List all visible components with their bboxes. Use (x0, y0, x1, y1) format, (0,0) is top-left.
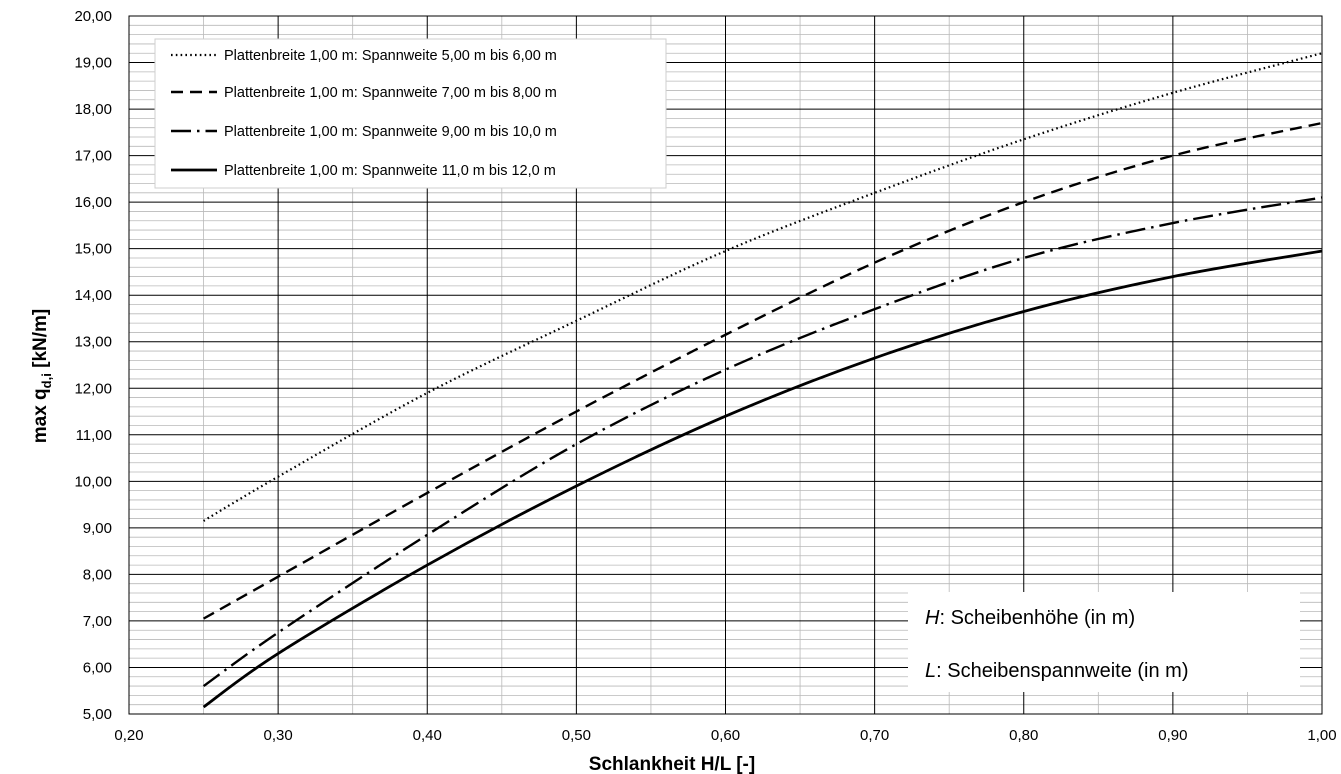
plot-frame (128, 15, 1323, 715)
y-tick-label: 8,00 (83, 566, 112, 583)
y-tick-label: 18,00 (74, 101, 112, 118)
series-layer (202, 52, 1323, 709)
y-tick-label: 10,00 (74, 473, 112, 490)
legend-label-series-4: Plattenbreite 1,00 m: Spannweite 11,0 m … (224, 163, 556, 179)
y-axis-title-unit: [kN/m] (30, 309, 51, 373)
note-l-symbol: L (925, 660, 936, 682)
y-tick-label: 20,00 (74, 8, 112, 25)
legend-label-series-2: Plattenbreite 1,00 m: Spannweite 7,00 m … (224, 85, 557, 101)
series-line-4 (202, 249, 1323, 709)
note-h: H: Scheibenhöhe (in m) (925, 607, 1135, 629)
x-tick-label: 0,50 (562, 727, 591, 744)
y-tick-label: 6,00 (83, 659, 112, 676)
y-tick-label: 13,00 (74, 334, 112, 351)
y-axis-title-subscript: d,i (39, 373, 54, 388)
series-line-2 (202, 121, 1323, 620)
symbol-note: H: Scheibenhöhe (in m) L: Scheibenspannw… (908, 592, 1300, 692)
x-tick-label: 1,00 (1307, 727, 1336, 744)
y-tick-label: 15,00 (74, 241, 112, 258)
x-tick-label: 0,20 (114, 727, 143, 744)
x-tick-labels: 0,20 0,30 0,40 0,50 0,60 0,70 0,80 0,90 1,00 (114, 727, 1336, 744)
legend-box (154, 38, 667, 189)
symbol-note-box (908, 592, 1300, 692)
x-tick-label: 0,60 (711, 727, 740, 744)
note-h-symbol: H (925, 607, 940, 629)
y-tick-label: 19,00 (74, 55, 112, 72)
y-tick-label: 16,00 (74, 194, 112, 211)
legend-label-series-3: Plattenbreite 1,00 m: Spannweite 9,00 m … (224, 124, 557, 140)
note-h-text: : Scheibenhöhe (in m) (939, 607, 1135, 629)
x-tick-label: 0,40 (413, 727, 442, 744)
y-tick-label: 12,00 (74, 380, 112, 397)
y-tick-label: 17,00 (74, 148, 112, 165)
series-line-1 (202, 52, 1323, 522)
legend-label-series-1: Plattenbreite 1,00 m: Spannweite 5,00 m … (224, 48, 557, 64)
y-tick-label: 11,00 (76, 427, 112, 444)
note-l-text: : Scheibenspannweite (in m) (936, 660, 1188, 682)
x-tick-label: 0,70 (860, 727, 889, 744)
y-axis-title-main: max q (30, 388, 51, 443)
y-tick-label: 7,00 (83, 613, 112, 630)
x-tick-label: 0,90 (1158, 727, 1187, 744)
y-tick-labels: 5,00 6,00 7,00 8,00 9,00 10,00 11,00 12,00 13,00… (74, 8, 112, 723)
x-tick-label: 0,80 (1009, 727, 1038, 744)
legend: Plattenbreite 1,00 m: Spannweite 5,00 m … (154, 38, 667, 189)
y-axis-title: max qd,i [kN/m] (30, 309, 54, 444)
series-line-3 (202, 196, 1323, 688)
x-axis-title: Schlankheit H/L [-] (589, 754, 755, 774)
y-tick-label: 5,00 (83, 706, 112, 723)
note-l: L: Scheibenspannweite (in m) (925, 660, 1188, 682)
y-tick-label: 14,00 (74, 287, 112, 304)
y-tick-label: 9,00 (83, 520, 112, 537)
x-tick-label: 0,30 (264, 727, 293, 744)
